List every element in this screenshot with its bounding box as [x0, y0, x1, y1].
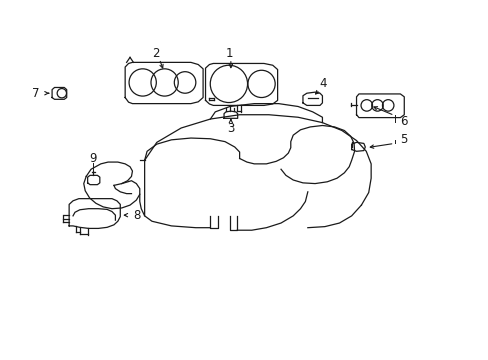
Text: 1: 1 [225, 47, 233, 60]
Text: 6: 6 [400, 116, 407, 129]
Text: 2: 2 [152, 47, 159, 60]
Text: 4: 4 [319, 77, 326, 90]
Text: 5: 5 [400, 133, 407, 146]
Text: 7: 7 [32, 87, 40, 100]
Text: 8: 8 [133, 209, 141, 222]
Text: 9: 9 [90, 152, 97, 165]
Text: 3: 3 [227, 122, 234, 135]
